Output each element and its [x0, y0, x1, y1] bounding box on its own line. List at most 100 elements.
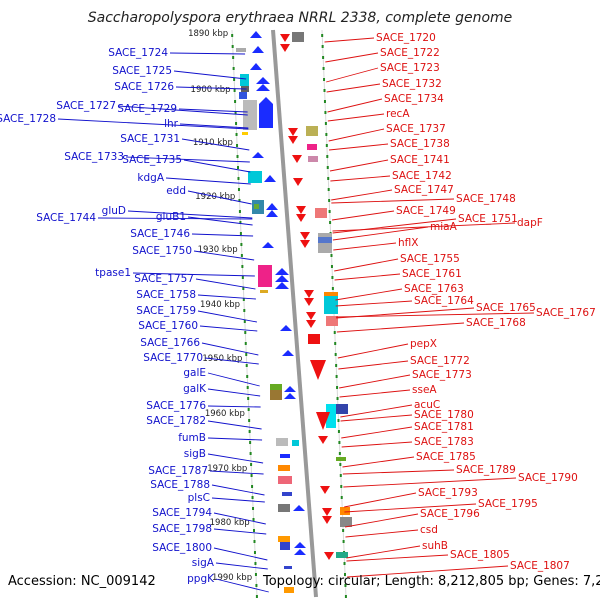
leader-line [344, 492, 417, 508]
leader-line [191, 233, 254, 237]
leader-line [328, 128, 385, 142]
leader-line [340, 404, 413, 418]
gene-arrow [293, 178, 303, 186]
gene-arrow [280, 325, 292, 331]
leader-line [197, 310, 257, 323]
leader-line [207, 388, 261, 397]
gene-label: dapF [517, 217, 543, 229]
leader-line [334, 273, 401, 281]
gene-label: SACE_1761 [402, 268, 462, 280]
scale-label-bg [194, 407, 245, 418]
gene-block [336, 552, 348, 558]
scale-dot [324, 111, 327, 114]
gene-label: suhB [422, 540, 448, 552]
gene-block [284, 566, 292, 569]
leader-line [179, 123, 249, 129]
gene-label: SACE_1735 [122, 154, 182, 166]
leader-line [347, 565, 509, 578]
scale-label: 1910 kbp [193, 138, 233, 148]
gene-arrow [322, 516, 332, 524]
gene-label: sigA [192, 557, 215, 569]
leader-line [342, 469, 455, 475]
scale-dot [236, 144, 239, 147]
gene-label: miaA [430, 221, 458, 233]
leader-line [215, 562, 268, 570]
gene-labels-reverse: SACE_1720 SACE_1722 SACE_1723 SACE_1732 SACE… [376, 32, 596, 572]
leader-line [195, 278, 256, 290]
leader-line [327, 113, 385, 122]
gene-label: SACE_1741 [390, 154, 450, 166]
gene-label: SACE_1764 [414, 295, 474, 307]
leader-line [132, 272, 255, 277]
gene-label: SACE_1746 [130, 228, 190, 240]
gene-label: SACE_1795 [478, 498, 538, 510]
scale-dot [233, 78, 236, 81]
scale-dot [241, 265, 244, 268]
scale-dot [323, 89, 326, 92]
gene-label: SACE_1759 [136, 305, 196, 317]
gene-block [248, 171, 262, 183]
gene-block [280, 454, 290, 458]
gene-label: SACE_1785 [416, 451, 476, 463]
gene-arrow [275, 268, 289, 275]
scale-label-bg [180, 83, 231, 94]
scale-dot [331, 276, 334, 279]
scale-dot [248, 430, 251, 433]
scale-dot [238, 199, 241, 202]
leader-line [183, 159, 251, 173]
scale-dot [253, 540, 256, 543]
gene-block [258, 265, 272, 287]
leader-line [207, 437, 263, 441]
scale-label-bg [182, 136, 233, 147]
scale-dot [237, 177, 240, 180]
scale-dot [250, 474, 253, 477]
gene-label: galK [183, 383, 207, 395]
scale-label: 1930 kbp [198, 245, 238, 255]
scale-dot [323, 100, 326, 103]
gene-arrow [324, 552, 334, 560]
gene-label: galE [183, 367, 206, 379]
gene-label: SACE_1787 [148, 465, 208, 477]
leader-line [211, 484, 265, 496]
scale-dot [322, 67, 325, 70]
gene-block [278, 465, 290, 471]
gene-label: SACE_1805 [450, 549, 510, 561]
scale-dot [252, 518, 255, 521]
gene-label: SACE_1793 [418, 487, 478, 499]
scale-dot [325, 144, 328, 147]
gene-block [324, 296, 338, 314]
scale-dot [231, 45, 234, 48]
leader-line [213, 512, 266, 525]
leader-line [325, 52, 379, 63]
topology-text: Topology: circular; Length: 8,212,805 bp… [263, 574, 600, 589]
scale-dot [339, 474, 342, 477]
scale-dot [240, 254, 243, 257]
scale-dot [327, 188, 330, 191]
scale-dot [243, 309, 246, 312]
scale-dot [342, 540, 345, 543]
gene-block [278, 476, 292, 484]
gene-arrow [256, 77, 270, 84]
scale-dot [331, 287, 334, 290]
gene-arrow [252, 46, 264, 53]
scale-dot [246, 386, 249, 389]
scale-dot [329, 221, 332, 224]
leader-line [326, 83, 381, 93]
scale-dot [324, 122, 327, 125]
leader-line [345, 529, 419, 538]
scale-dot [255, 595, 258, 598]
scale-dot [327, 177, 330, 180]
gene-arrow [256, 84, 270, 91]
gene-label: SACE_1789 [456, 464, 516, 476]
gene-label: gluD [102, 205, 126, 217]
leader-line [204, 357, 259, 365]
gene-arrow [294, 542, 306, 548]
gene-label: SACE_1747 [394, 184, 454, 196]
gene-arrow [275, 275, 289, 282]
gene-arrow [296, 206, 306, 214]
gene-label: SACE_1732 [382, 78, 442, 90]
scale-dot [254, 573, 257, 576]
leader-line [57, 118, 249, 130]
